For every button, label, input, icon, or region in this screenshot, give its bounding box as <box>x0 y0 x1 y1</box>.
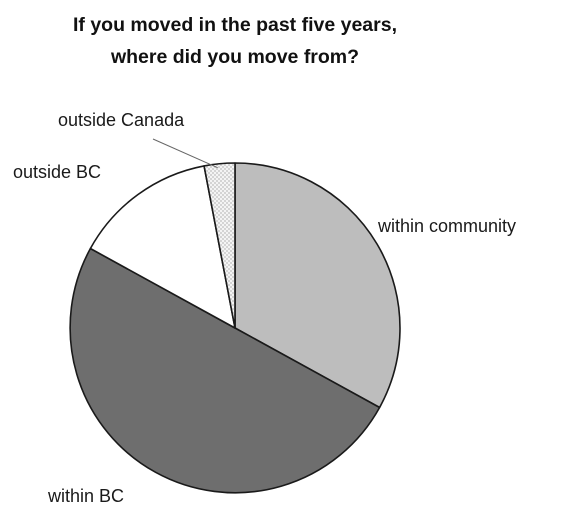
pie-slice-outside-canada <box>203 162 236 329</box>
slice-label-within-community: within community <box>377 216 516 236</box>
pie-slice-outside-bc <box>89 165 236 329</box>
slice-label-outside-bc: outside BC <box>13 162 101 182</box>
pie-slice-within-bc <box>69 247 381 494</box>
chart-title-line-2: where did you move from? <box>110 46 360 68</box>
slice-labels: within community within BC outside BC outsi… <box>13 110 516 506</box>
chart-title-line-1: If you moved in the past five years, <box>72 14 398 36</box>
leader-lines <box>152 138 218 169</box>
leader-line-outside-canada <box>152 138 218 169</box>
pie-slices <box>69 162 401 494</box>
slice-label-within-bc: within BC <box>47 486 124 506</box>
slice-label-outside-canada: outside Canada <box>58 110 185 130</box>
pie-slice-within-community <box>234 162 401 409</box>
